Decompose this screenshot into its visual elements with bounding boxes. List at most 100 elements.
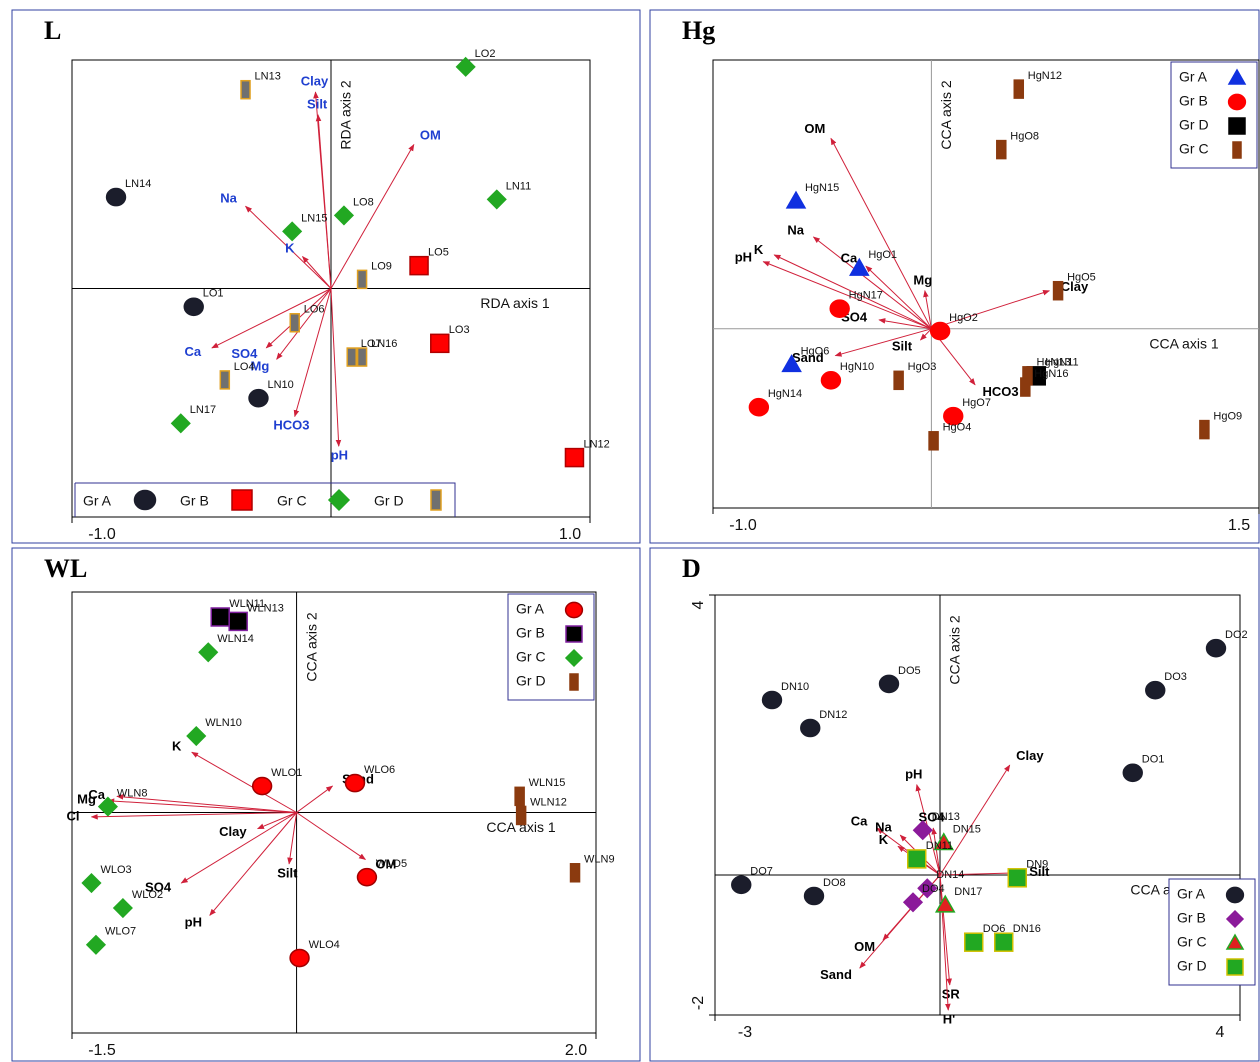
marker-triangle xyxy=(1227,68,1247,85)
point-label: LO7 xyxy=(361,338,382,350)
legend-label: Gr D xyxy=(516,673,546,689)
vector xyxy=(180,812,297,884)
marker-diamond xyxy=(1225,909,1245,929)
marker-rect xyxy=(430,489,442,511)
vector xyxy=(107,798,297,813)
marker-circle xyxy=(251,776,273,796)
marker-diamond xyxy=(333,205,355,226)
point-label: WLO2 xyxy=(132,889,163,901)
vector xyxy=(931,289,1051,330)
plot-area xyxy=(712,59,1260,509)
vector xyxy=(330,288,342,447)
marker-square xyxy=(994,932,1014,952)
marker-circle xyxy=(929,321,951,341)
marker-rect xyxy=(1052,280,1064,301)
point-label: HgO6 xyxy=(801,346,830,358)
vector-label: K xyxy=(285,240,295,255)
marker-diamond xyxy=(455,56,476,77)
vector xyxy=(812,236,932,330)
marker-diamond xyxy=(81,872,102,894)
vector-label: HCO3 xyxy=(982,384,1018,399)
marker-rect xyxy=(1199,419,1210,440)
vector-label: Mg xyxy=(913,272,932,287)
vector xyxy=(302,255,332,289)
x-tick-label: -1.5 xyxy=(88,1042,116,1059)
vector xyxy=(834,328,932,357)
marker-circle xyxy=(1145,680,1166,700)
vector-label: Mg xyxy=(251,359,270,374)
vector-label: Silt xyxy=(1029,864,1050,879)
vector xyxy=(939,874,951,1011)
vector-label: SR xyxy=(942,986,961,1001)
marker-square xyxy=(210,607,230,627)
marker-diamond xyxy=(917,878,938,899)
vector-label: Silt xyxy=(892,339,913,354)
marker-square xyxy=(907,849,927,869)
point-label: HgN16 xyxy=(1034,368,1068,380)
vector-label: pH xyxy=(905,766,922,781)
point-label: DO1 xyxy=(1142,754,1165,766)
panel-frame xyxy=(649,547,1260,1062)
vector xyxy=(939,870,1018,876)
vector xyxy=(865,265,932,330)
marker-circle xyxy=(878,674,900,694)
marker-circle xyxy=(800,718,821,738)
marker-circle xyxy=(1227,93,1247,111)
vector-label: Clay xyxy=(301,73,329,88)
x-tick-label: 4 xyxy=(1216,1024,1225,1041)
point-label: HgN14 xyxy=(768,388,802,400)
marker-rect xyxy=(356,347,368,367)
vector xyxy=(330,143,415,289)
marker-circle xyxy=(829,299,850,318)
marker-diamond xyxy=(564,648,584,668)
point-label: LN14 xyxy=(125,178,151,190)
point-label: HgO4 xyxy=(943,422,972,434)
marker-diamond xyxy=(486,189,507,210)
point-label: WLO3 xyxy=(100,864,131,876)
vector-label: SO4 xyxy=(145,880,172,895)
marker-rect xyxy=(1013,79,1025,99)
point-label: WLO1 xyxy=(271,767,302,779)
vector xyxy=(116,794,297,813)
panel-frame xyxy=(649,9,1260,544)
vector-label: OM xyxy=(375,857,396,872)
point-label: DN17 xyxy=(954,886,982,898)
marker-diamond xyxy=(282,221,303,242)
point-label: DN10 xyxy=(781,681,809,693)
marker-square xyxy=(231,489,253,511)
point-label: WLN9 xyxy=(584,854,615,866)
point-label: LN11 xyxy=(506,180,531,192)
point-label: DO6 xyxy=(983,923,1006,935)
x-tick-label: -3 xyxy=(738,1024,752,1041)
point-label: HgN10 xyxy=(840,361,874,373)
marker-triangle xyxy=(849,257,870,276)
marker-circle xyxy=(943,406,964,426)
marker-circle xyxy=(133,489,157,511)
marker-circle xyxy=(761,690,783,710)
vector xyxy=(209,812,297,916)
vector xyxy=(919,328,932,341)
vector-label: Na xyxy=(787,222,804,237)
legend-label: Gr B xyxy=(180,493,209,509)
point-label: LO9 xyxy=(371,260,392,272)
marker-square xyxy=(409,255,429,276)
legend-label: Gr B xyxy=(516,625,545,641)
marker-square xyxy=(1228,117,1246,135)
plot-area xyxy=(714,594,1241,1016)
vector-label: H' xyxy=(943,1012,955,1027)
marker-rect xyxy=(514,786,525,807)
marker-circle xyxy=(248,388,269,408)
legend-label: Gr D xyxy=(1177,958,1207,974)
point-label: HgO9 xyxy=(1213,411,1242,423)
marker-rect xyxy=(1232,141,1242,159)
vector xyxy=(90,812,297,820)
point-label: LN13 xyxy=(255,71,281,83)
vector xyxy=(939,764,1011,876)
marker-circle xyxy=(344,773,366,793)
legend-label: Gr D xyxy=(374,493,404,509)
vector-label: K xyxy=(879,832,889,847)
marker-rect xyxy=(569,673,579,691)
marker-rect xyxy=(893,370,904,391)
point-label: DO7 xyxy=(750,866,773,878)
